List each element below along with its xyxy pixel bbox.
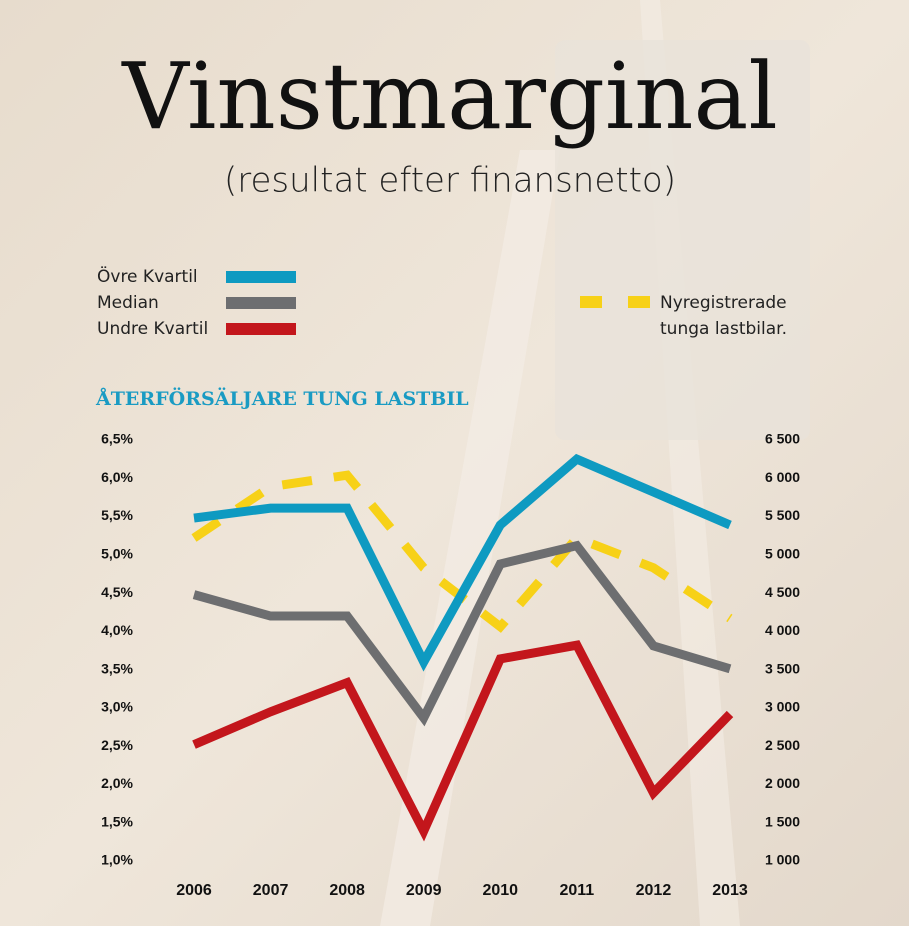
legend-label: Nyregistrerade tunga lastbilar. xyxy=(660,293,787,339)
title: Vinstmarginal xyxy=(121,43,778,150)
y-tick-label: 1,0% xyxy=(101,852,133,868)
y-tick-label: 4,0% xyxy=(101,622,133,638)
y-tick-label: 3,5% xyxy=(101,660,133,676)
y-tick-label: 4,5% xyxy=(101,584,133,600)
x-tick-label: 2007 xyxy=(253,882,289,899)
subtitle: (resultat efter finansnetto) xyxy=(224,161,676,201)
x-tick-label: 2009 xyxy=(406,882,442,899)
legend-label: Median xyxy=(97,293,159,313)
series-line xyxy=(192,640,734,842)
road-stripe xyxy=(380,150,560,926)
x-tick-label: 2012 xyxy=(636,882,672,899)
legend-label: Undre Kvartil xyxy=(97,319,208,339)
x-tick-label: 2008 xyxy=(329,882,365,899)
y2-tick-label: 2 000 xyxy=(765,775,800,791)
y2-tick-label: 4 500 xyxy=(765,584,800,600)
y-tick-label: 1,5% xyxy=(101,813,133,829)
y2-tick-label: 5 500 xyxy=(765,507,800,523)
y-tick-label: 5,5% xyxy=(101,507,133,523)
y-tick-label: 5,0% xyxy=(101,546,133,562)
chart-title: ÅTERFÖRSÄLJARE TUNG LASTBIL xyxy=(95,387,469,410)
y2-tick-label: 6 000 xyxy=(765,469,800,485)
y-tick-label: 2,0% xyxy=(101,775,133,791)
y2-tick-label: 2 500 xyxy=(765,737,800,753)
x-tick-label: 2013 xyxy=(712,882,748,899)
y-tick-label: 2,5% xyxy=(101,737,133,753)
y2-tick-label: 1 500 xyxy=(765,813,800,829)
x-tick-label: 2011 xyxy=(559,882,594,899)
series-line xyxy=(193,453,732,672)
y2-tick-label: 1 000 xyxy=(765,852,800,868)
y-tick-label: 6,0% xyxy=(101,469,133,485)
y2-tick-label: 4 000 xyxy=(765,622,800,638)
legend-label: Övre Kvartil xyxy=(97,265,198,287)
x-tick-label: 2006 xyxy=(176,882,212,899)
series-line xyxy=(192,540,732,727)
y2-tick-label: 3 500 xyxy=(765,660,800,676)
y-tick-label: 3,0% xyxy=(101,699,133,715)
x-tick-label: 2010 xyxy=(482,882,518,899)
truck-shape xyxy=(555,40,810,440)
y-tick-label: 6,5% xyxy=(101,431,133,447)
y2-tick-label: 5 000 xyxy=(765,546,800,562)
y2-tick-label: 6 500 xyxy=(765,431,800,447)
y2-tick-label: 3 000 xyxy=(765,699,800,715)
